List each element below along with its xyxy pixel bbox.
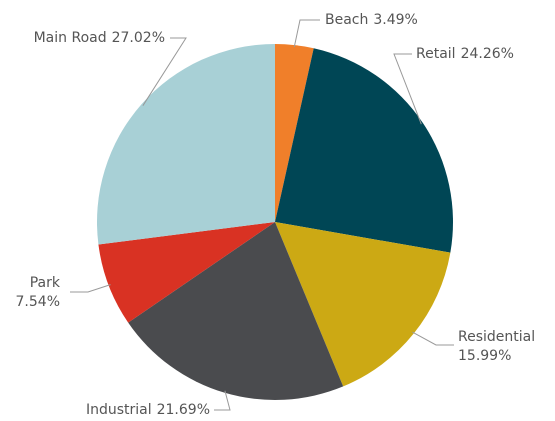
pie-slice [98,222,276,323]
slice-name: Industrial [86,402,152,418]
slice-name: Beach [325,12,368,28]
slice-value-label: 7.54% [16,294,60,310]
slice-value-label: 24.26% [461,46,514,62]
slice-value-label: 27.02% [112,30,165,46]
pie-slice [275,222,451,387]
pie-slice [97,43,275,245]
leader-line [70,284,111,293]
slice-label: Main Road 27.02% [34,30,165,46]
slice-label: Retail 24.26% [416,46,514,62]
slice-value-label: 21.69% [157,402,210,418]
slice-name: Main Road [34,30,107,46]
slice-value-label: 15.99% [458,348,511,364]
slice-label: Industrial 21.69% [86,402,210,418]
leader-line [142,37,187,106]
slice-label: Residential [458,329,535,345]
leader-line [393,53,422,125]
slice-label: Park [30,275,61,291]
slice-name: Retail [416,46,456,62]
pie-slice [128,222,344,401]
pie-slice [275,48,453,253]
pie-slice [275,44,314,222]
slice-value-label: 3.49% [373,12,417,28]
leader-line [412,331,454,346]
leader-line [293,19,320,48]
slice-label: Beach 3.49% [325,12,418,28]
leader-line [214,390,231,411]
